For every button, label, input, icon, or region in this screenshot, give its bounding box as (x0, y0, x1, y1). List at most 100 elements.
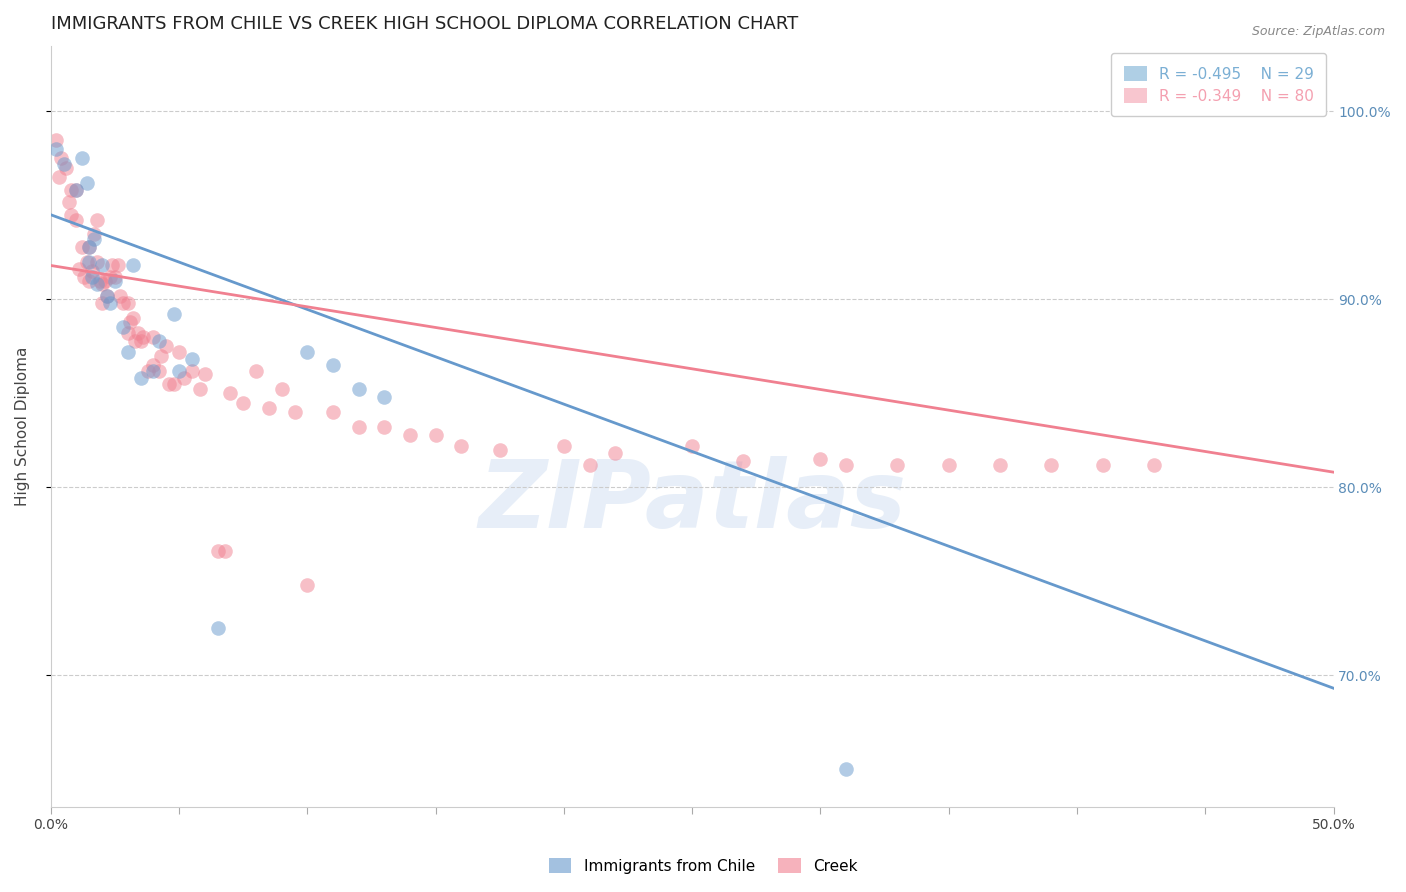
Point (79, 240, 101, 254)
Point (163, 307, 186, 321)
Y-axis label: High School Diploma: High School Diploma (15, 346, 30, 506)
Point (373, 390, 395, 404)
Text: ZIPatlas: ZIPatlas (478, 456, 907, 549)
Text: Source: ZipAtlas.com: Source: ZipAtlas.com (1251, 25, 1385, 38)
Point (70, 152, 93, 166)
Point (181, 364, 204, 378)
Point (373, 420, 395, 434)
Point (122, 259, 145, 273)
Point (127, 326, 149, 340)
Point (142, 364, 165, 378)
Point (553, 439, 575, 453)
Point (104, 269, 127, 284)
Point (73, 269, 96, 284)
Point (988, 458, 1011, 472)
Point (79, 240, 101, 254)
Point (45, 133, 67, 147)
Legend: R = -0.495    N = 29, R = -0.349    N = 80: R = -0.495 N = 29, R = -0.349 N = 80 (1111, 54, 1326, 116)
Point (117, 345, 139, 359)
Point (257, 401, 280, 416)
Point (104, 273, 127, 287)
Point (322, 405, 344, 419)
Point (207, 621, 229, 635)
Point (425, 427, 447, 442)
Point (129, 334, 152, 348)
Point (219, 386, 242, 401)
Point (86, 277, 108, 292)
Point (67, 262, 90, 277)
Point (93, 273, 115, 287)
Legend: Immigrants from Chile, Creek: Immigrants from Chile, Creek (543, 852, 863, 880)
Point (136, 364, 159, 378)
Point (86, 213, 108, 227)
Point (142, 330, 165, 344)
Point (120, 315, 142, 329)
Point (188, 383, 211, 397)
Point (810, 452, 832, 467)
Point (107, 259, 129, 273)
Point (1040, 458, 1063, 472)
Point (86, 254, 108, 268)
Point (48, 170, 70, 185)
Point (65, 183, 87, 197)
Point (347, 420, 370, 434)
Point (76, 254, 98, 268)
Point (111, 296, 134, 310)
Point (91, 296, 114, 310)
Point (91, 277, 114, 292)
Point (399, 427, 422, 442)
Point (83, 232, 105, 246)
Point (117, 326, 139, 340)
Point (270, 383, 292, 397)
Point (150, 349, 173, 363)
Point (283, 405, 305, 419)
Point (101, 259, 124, 273)
Point (96, 288, 118, 302)
Point (89, 273, 111, 287)
Point (111, 320, 134, 334)
Point (450, 439, 472, 453)
Point (1143, 458, 1166, 472)
Point (605, 446, 627, 460)
Point (232, 395, 254, 409)
Point (347, 383, 370, 397)
Point (70, 240, 93, 254)
Point (60, 183, 83, 197)
Point (245, 364, 267, 378)
Text: IMMIGRANTS FROM CHILE VS CREEK HIGH SCHOOL DIPLOMA CORRELATION CHART: IMMIGRANTS FROM CHILE VS CREEK HIGH SCHO… (51, 15, 799, 33)
Point (60, 208, 83, 222)
Point (163, 376, 186, 391)
Point (148, 364, 170, 378)
Point (96, 288, 118, 302)
Point (117, 296, 139, 310)
Point (80, 269, 103, 284)
Point (835, 458, 858, 472)
Point (49, 152, 72, 166)
Point (132, 330, 155, 344)
Point (938, 458, 960, 472)
Point (886, 458, 908, 472)
Point (98, 296, 121, 310)
Point (79, 254, 101, 268)
Point (157, 376, 180, 391)
Point (58, 194, 80, 209)
Point (98, 269, 121, 284)
Point (297, 345, 319, 359)
Point (181, 352, 204, 367)
Point (142, 358, 165, 372)
Point (80, 264, 103, 278)
Point (1091, 458, 1114, 472)
Point (167, 364, 190, 378)
Point (733, 454, 755, 468)
Point (122, 311, 145, 326)
Point (835, 762, 858, 776)
Point (173, 371, 195, 385)
Point (155, 339, 177, 353)
Point (55, 161, 77, 175)
Point (108, 288, 131, 302)
Point (681, 439, 703, 453)
Point (578, 458, 600, 472)
Point (76, 176, 98, 190)
Point (65, 213, 87, 227)
Point (52, 157, 75, 171)
